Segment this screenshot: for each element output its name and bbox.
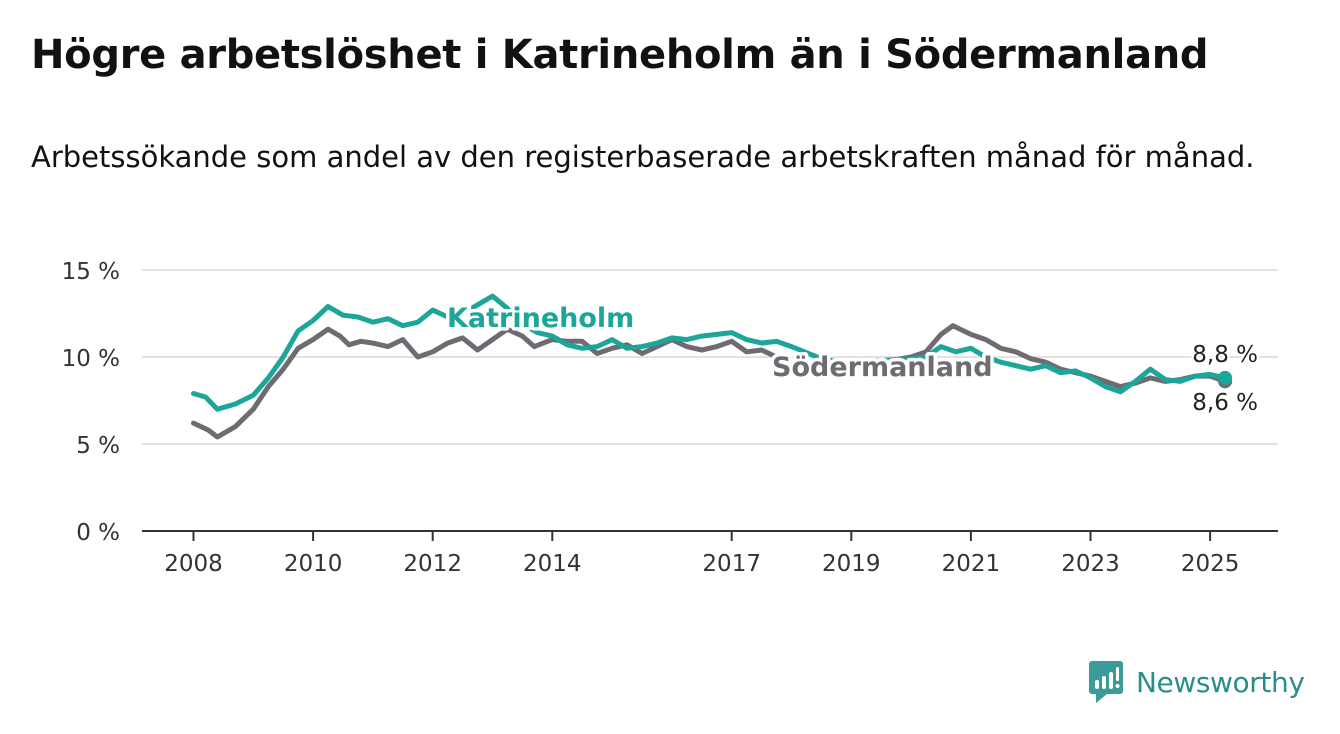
x-tick-label: 2008 [164,551,223,577]
x-tick-label: 2025 [1181,551,1240,577]
series-label-södermanland: Södermanland [772,352,993,383]
x-tick-label: 2012 [403,551,462,577]
series-line-katrineholm [191,293,1228,412]
x-tick-label: 2023 [1061,551,1120,577]
series-lines [191,293,1233,440]
x-axis: 2008 2010 2012 2014 2017 2019 2021 2023 2025 [142,530,1278,577]
x-tick-label: 2019 [822,551,881,577]
gridlines [142,269,1278,445]
chart-subtitle: Arbetssökande som andel av den registerb… [31,140,1255,174]
y-tick-label: 10 % [62,346,120,372]
end-point-katrineholm [1218,370,1233,385]
chart-title: Högre arbetslöshet i Katrineholm än i Sö… [31,32,1209,78]
x-tick-label: 2017 [702,551,761,577]
brand-logo[interactable]: Newsworthy [1088,660,1305,704]
x-tick-label: 2021 [942,551,1001,577]
y-tick-label: 15 % [62,259,120,285]
end-value-label-katrineholm: 8,8 % [1192,342,1258,368]
y-tick-label: 5 % [76,433,120,459]
y-axis-tick-labels: 0 % 5 % 10 % 15 % [62,259,120,546]
x-tick-label: 2014 [523,551,582,577]
series-label-katrineholm: Katrineholm [447,303,634,334]
end-value-label-södermanland: 8,6 % [1192,390,1258,416]
series-line-södermanland [191,323,1228,440]
series-labels: Katrineholm Södermanland 8,8 % 8,6 % [444,300,1261,419]
x-tick-label: 2010 [284,551,343,577]
newsworthy-logo-icon [1089,661,1123,703]
brand-name: Newsworthy [1136,665,1305,699]
y-tick-label: 0 % [76,520,120,546]
